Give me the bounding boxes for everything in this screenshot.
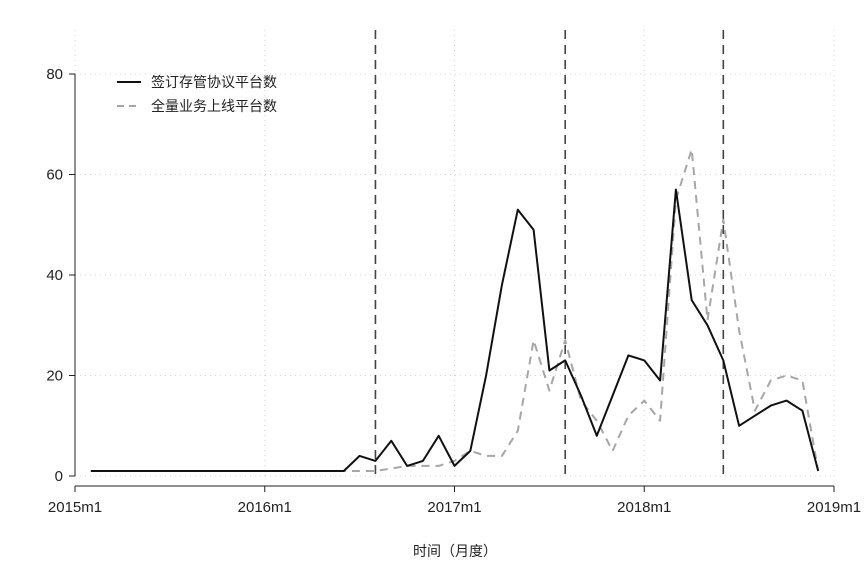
x-tick-label: 2016m1 <box>238 499 292 516</box>
y-tick-label: 60 <box>46 167 63 184</box>
y-tick-label: 0 <box>55 468 63 485</box>
x-tick-label: 2017m1 <box>427 499 481 516</box>
axes: 0 20 40 60 80 2015m1 2016m1 2017m1 2018m1 2019m1 <box>46 66 861 516</box>
grid <box>74 30 835 477</box>
y-tick-label: 20 <box>46 368 63 385</box>
series-line-signed <box>90 188 820 472</box>
x-tick-label: 2018m1 <box>617 499 671 516</box>
legend-label-live: 全量业务上线平台数 <box>151 98 277 115</box>
x-axis-title: 时间（月度） <box>413 544 497 560</box>
series-lines <box>90 148 820 472</box>
legend: 签订存管协议平台数 全量业务上线平台数 <box>117 74 277 115</box>
series-line-live <box>169 148 820 472</box>
y-tick-label: 40 <box>46 267 63 284</box>
x-tick-label: 2019m1 <box>807 499 861 516</box>
legend-label-signed: 签订存管协议平台数 <box>151 74 277 91</box>
x-tick-label: 2015m1 <box>48 499 102 516</box>
y-tick-label: 80 <box>46 66 63 83</box>
